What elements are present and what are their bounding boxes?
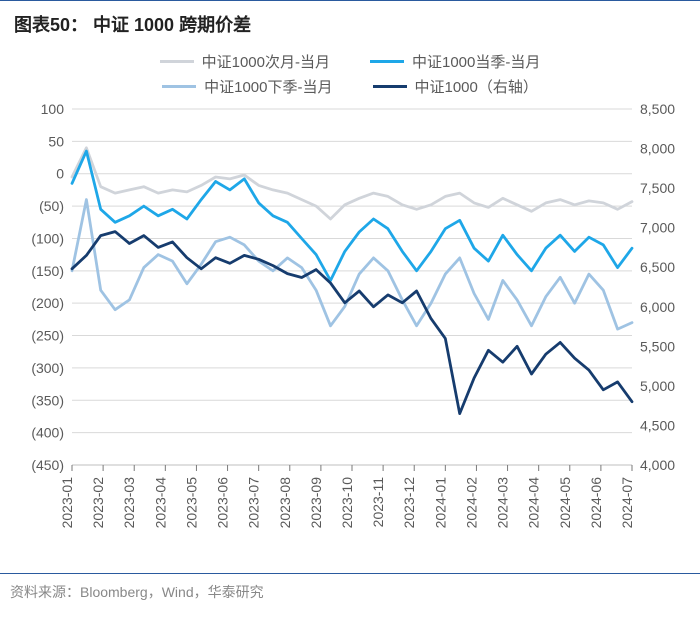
svg-text:2023-05: 2023-05 [183, 477, 199, 529]
svg-text:7,500: 7,500 [640, 180, 675, 196]
svg-text:2023-08: 2023-08 [277, 477, 293, 529]
legend: 中证1000次月-当月 中证1000当季-当月 中证1000下季-当月 中证1000… [0, 45, 700, 103]
svg-text:(200): (200) [31, 295, 64, 311]
legend-label: 中证1000次月-当月 [202, 51, 330, 72]
chart-title: 图表50： 中证 1000 跨期价差 [0, 0, 700, 45]
svg-text:5,000: 5,000 [640, 378, 675, 394]
svg-text:2024-06: 2024-06 [588, 477, 604, 529]
svg-text:5,500: 5,500 [640, 338, 675, 354]
svg-text:2023-10: 2023-10 [339, 477, 355, 529]
svg-text:(300): (300) [31, 360, 64, 376]
svg-text:6,000: 6,000 [640, 299, 675, 315]
svg-text:2023-02: 2023-02 [90, 477, 106, 529]
svg-text:2024-04: 2024-04 [526, 477, 542, 529]
svg-text:(450): (450) [31, 457, 64, 473]
svg-text:2024-02: 2024-02 [463, 477, 479, 529]
svg-text:(150): (150) [31, 263, 64, 279]
svg-text:50: 50 [48, 133, 64, 149]
svg-text:2023-07: 2023-07 [246, 477, 262, 529]
svg-text:2024-05: 2024-05 [557, 477, 573, 529]
svg-text:(350): (350) [31, 392, 64, 408]
legend-swatch [162, 85, 196, 88]
svg-text:0: 0 [56, 166, 64, 182]
svg-text:(100): (100) [31, 230, 64, 246]
svg-text:2023-03: 2023-03 [121, 477, 137, 529]
svg-text:4,500: 4,500 [640, 417, 675, 433]
svg-text:2023-12: 2023-12 [401, 477, 417, 529]
chart-area: 100 50 0 (50) (100) (150) (200) (250) (300) (350)… [0, 103, 700, 573]
svg-text:(400): (400) [31, 425, 64, 441]
svg-text:2023-06: 2023-06 [215, 477, 231, 529]
svg-text:100: 100 [41, 103, 65, 117]
legend-item: 中证1000下季-当月 [162, 76, 332, 97]
svg-text:2023-01: 2023-01 [59, 477, 75, 529]
svg-text:2023-11: 2023-11 [370, 477, 386, 528]
svg-text:8,500: 8,500 [640, 103, 675, 117]
svg-text:2024-07: 2024-07 [619, 477, 635, 529]
legend-swatch [370, 60, 404, 63]
svg-text:(50): (50) [39, 198, 64, 214]
svg-text:2024-03: 2024-03 [495, 477, 511, 529]
legend-item: 中证1000（右轴） [373, 76, 538, 97]
source-footer: 资料来源：Bloomberg，Wind，华泰研究 [0, 573, 700, 602]
legend-label: 中证1000（右轴） [415, 76, 538, 97]
legend-item: 中证1000次月-当月 [160, 51, 330, 72]
svg-text:8,000: 8,000 [640, 141, 675, 157]
legend-label: 中证1000当季-当月 [412, 51, 540, 72]
svg-text:(250): (250) [31, 328, 64, 344]
svg-text:4,000: 4,000 [640, 457, 675, 473]
svg-text:7,000: 7,000 [640, 220, 675, 236]
svg-text:2024-01: 2024-01 [432, 477, 448, 529]
legend-swatch [373, 85, 407, 88]
svg-text:6,500: 6,500 [640, 259, 675, 275]
legend-label: 中证1000下季-当月 [204, 76, 332, 97]
legend-item: 中证1000当季-当月 [370, 51, 540, 72]
legend-swatch [160, 60, 194, 63]
svg-text:2023-04: 2023-04 [152, 477, 168, 529]
svg-text:2023-09: 2023-09 [308, 477, 324, 529]
